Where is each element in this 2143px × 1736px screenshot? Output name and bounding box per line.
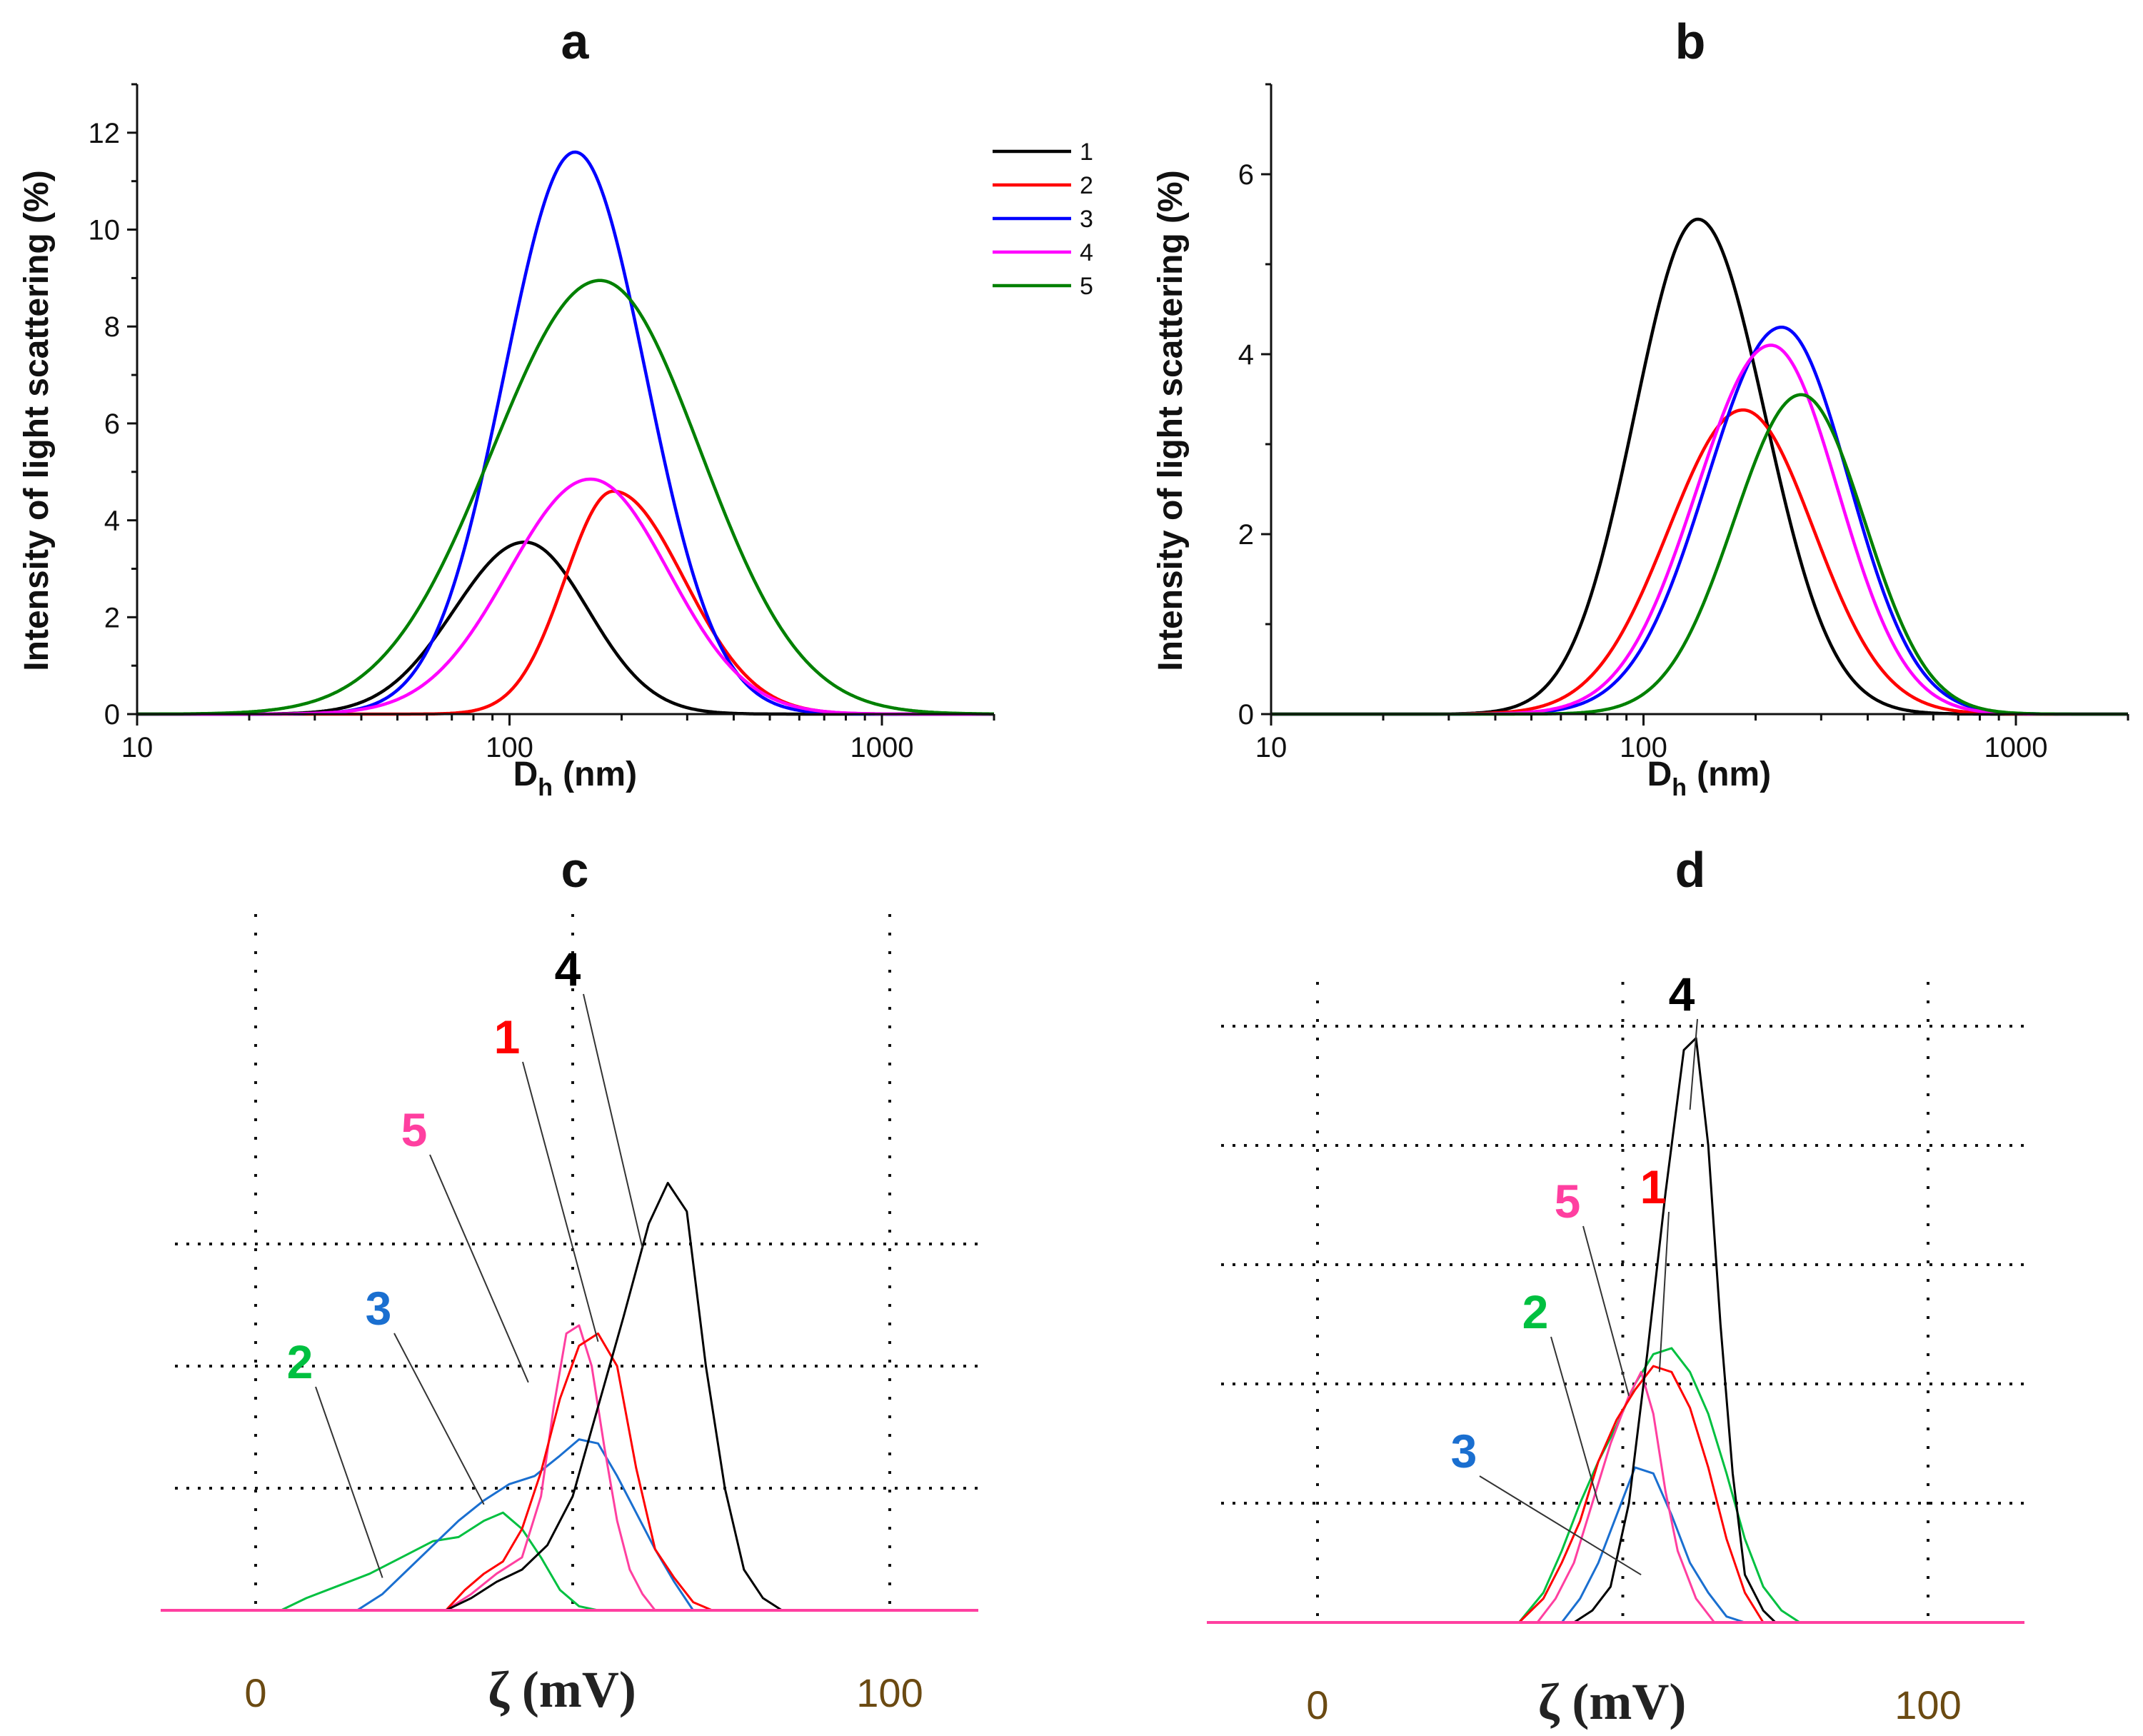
series-4-line (1573, 1037, 1777, 1624)
series-2-line (1270, 408, 2129, 716)
series-3-line (356, 1438, 694, 1612)
series-3-line (1560, 1466, 1745, 1624)
series-4-line (445, 1182, 783, 1612)
x-label-subscript: h (1672, 774, 1687, 801)
annotation-label-1: 1 (494, 1010, 521, 1063)
x-tick-label: 0 (1306, 1682, 1328, 1727)
y-tick-label: 8 (104, 311, 120, 343)
x-axis-label: Dh (nm) (513, 756, 637, 801)
legend-label-2: 2 (1080, 172, 1093, 199)
annotation-label-1: 1 (1640, 1160, 1667, 1213)
y-tick-label: 2 (104, 602, 120, 633)
y-tick-label: 12 (89, 118, 121, 149)
annotation-label-4: 4 (555, 943, 581, 995)
series-1-line (1270, 217, 2129, 716)
x-axis-label: Dh (nm) (1647, 756, 1771, 801)
x-tick-label: 1000 (850, 732, 914, 763)
x-tick-label: 100 (1894, 1682, 1961, 1727)
y-tick-label: 0 (1238, 699, 1254, 731)
legend: 1 2 3 4 5 (993, 139, 1093, 300)
annotation-leader-4 (583, 993, 643, 1248)
annotation-leader-2 (315, 1386, 383, 1578)
annotation-label-5: 5 (1555, 1175, 1581, 1228)
y-tick-label: 4 (1238, 339, 1254, 371)
x-label-subscript: h (538, 774, 553, 801)
series-5-line (136, 279, 995, 716)
series-3-line (1270, 325, 2129, 716)
panel-d: d 1 2 3 4 5 0 100 ζ (mV) (1207, 842, 2024, 1730)
series-1-line (136, 540, 995, 716)
annotation-leader-2 (1550, 1336, 1600, 1504)
annotation-label-3: 3 (366, 1282, 392, 1335)
series-3-line (136, 150, 995, 716)
legend-label-3: 3 (1080, 206, 1093, 233)
annotation-label-4: 4 (1669, 968, 1695, 1020)
x-tick-label: 100 (1620, 732, 1667, 763)
panel-title: d (1675, 842, 1706, 898)
y-tick-label: 6 (104, 408, 120, 440)
series-2-line (1518, 1347, 1801, 1624)
series-2-line (280, 1511, 598, 1612)
annotation-leader-1 (522, 1061, 599, 1343)
y-tick-label: 2 (1238, 519, 1254, 551)
x-tick-label: 10 (121, 732, 154, 763)
series-5-line (1536, 1370, 1715, 1623)
annotation-leader-5 (429, 1154, 529, 1383)
x-label-main: D (513, 756, 538, 793)
x-tick-label: 100 (486, 732, 533, 763)
panel-b: b 0 2 4 6 10 100 1000 Dh (nm) Intensity of light s… (1152, 14, 2129, 801)
annotation-leader-3 (393, 1333, 485, 1505)
series-1-line (445, 1332, 713, 1612)
series-5-line (1270, 393, 2129, 716)
x-tick-label: 1000 (1984, 732, 2048, 763)
panel-title: c (561, 842, 589, 898)
x-label-main: D (1647, 756, 1672, 793)
legend-label-1: 1 (1080, 139, 1093, 166)
y-tick-label: 0 (104, 699, 120, 731)
x-label-unit: (nm) (563, 756, 637, 793)
series-5-line (445, 1324, 656, 1612)
legend-label-5: 5 (1080, 273, 1093, 300)
annotation-leader-5 (1582, 1225, 1630, 1396)
annotation-leader-3 (1479, 1475, 1642, 1576)
panel-title: a (561, 14, 590, 69)
panel-title: b (1675, 14, 1706, 69)
annotation-label-5: 5 (401, 1103, 428, 1156)
annotation-label-2: 2 (1522, 1285, 1549, 1338)
x-tick-label: 100 (856, 1670, 923, 1715)
series-2-line (136, 489, 995, 716)
x-tick-label: 0 (244, 1670, 266, 1715)
y-tick-label: 10 (89, 215, 121, 246)
annotation-label-2: 2 (287, 1335, 313, 1388)
annotation-leader-1 (1658, 1211, 1670, 1373)
series-4-line (1270, 343, 2129, 716)
x-axis-label: ζ (mV) (1538, 1673, 1687, 1730)
y-axis-label: Intensity of light scattering (%) (18, 170, 56, 671)
x-tick-label: 10 (1255, 732, 1288, 763)
legend-label-4: 4 (1080, 239, 1093, 266)
annotation-leader-4 (1689, 1018, 1698, 1110)
y-tick-label: 6 (1238, 159, 1254, 191)
y-tick-label: 4 (104, 506, 120, 537)
annotation-label-3: 3 (1451, 1425, 1477, 1477)
y-axis-label: Intensity of light scattering (%) (1152, 170, 1190, 671)
x-label-unit: (nm) (1697, 756, 1771, 793)
series-4-line (136, 477, 995, 716)
x-axis-label: ζ (mV) (488, 1661, 636, 1718)
